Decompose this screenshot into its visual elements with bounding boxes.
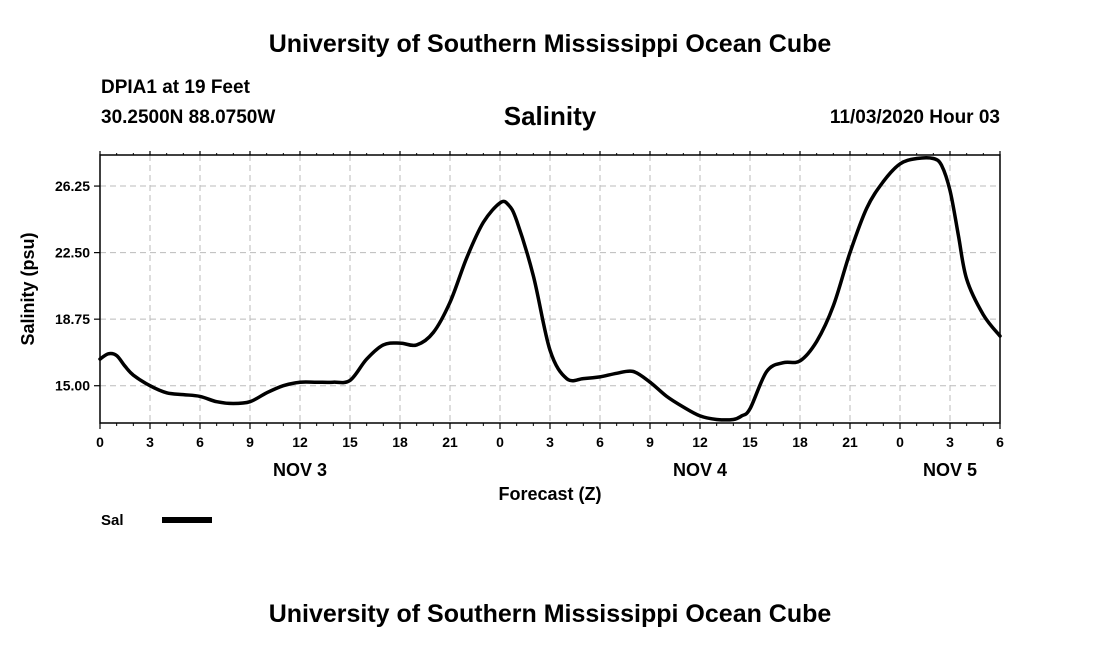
x-tick-label: 0 (96, 434, 104, 450)
legend-label: Sal (101, 512, 124, 529)
forecast-datetime: 11/03/2020 Hour 03 (829, 107, 1000, 128)
x-tick-label: 12 (692, 434, 708, 450)
day-label: NOV 3 (273, 460, 327, 480)
x-tick-label: 18 (392, 434, 408, 450)
grid-lines (100, 155, 1000, 423)
x-tick-label: 15 (742, 434, 758, 450)
legend: Sal (101, 512, 212, 529)
y-tick-label: 18.75 (55, 311, 90, 327)
y-tick-label: 22.50 (55, 245, 90, 261)
footer-title: University of Southern Mississippi Ocean… (268, 600, 832, 628)
x-tick-label: 0 (496, 434, 504, 450)
day-label: NOV 5 (923, 460, 977, 480)
x-tick-label: 6 (996, 434, 1004, 450)
x-tick-label: 21 (442, 434, 458, 450)
salinity-series-line (98, 156, 1002, 422)
y-tick-label: 15.00 (55, 378, 90, 394)
day-label: NOV 4 (673, 460, 727, 480)
parameter-title: Salinity (503, 101, 597, 131)
x-tick-label: 9 (246, 434, 254, 450)
coordinates-label: 30.2500N 88.0750W (101, 107, 276, 128)
x-tick-label: 3 (946, 434, 954, 450)
x-tick-label: 9 (646, 434, 654, 450)
x-tick-label: 3 (146, 434, 154, 450)
y-tick-label: 26.25 (55, 178, 90, 194)
y-axis-title: Salinity (psu) (18, 232, 38, 345)
x-tick-label: 6 (596, 434, 604, 450)
x-tick-label: 3 (546, 434, 554, 450)
station-label: DPIA1 at 19 Feet (101, 77, 250, 98)
x-tick-label: 6 (196, 434, 204, 450)
x-tick-label: 18 (792, 434, 808, 450)
chart-title: University of Southern Mississippi Ocean… (268, 30, 832, 58)
x-tick-label: 12 (292, 434, 308, 450)
x-tick-label: 15 (342, 434, 358, 450)
x-axis-title: Forecast (Z) (498, 484, 601, 504)
axis-ticks: 0 3 6 9 12 15 18 21 0 3 6 9 12 15 18 21 0 3 6 15.00 18.75 22.… (55, 151, 1004, 480)
x-tick-label: 21 (842, 434, 858, 450)
x-tick-label: 0 (896, 434, 904, 450)
